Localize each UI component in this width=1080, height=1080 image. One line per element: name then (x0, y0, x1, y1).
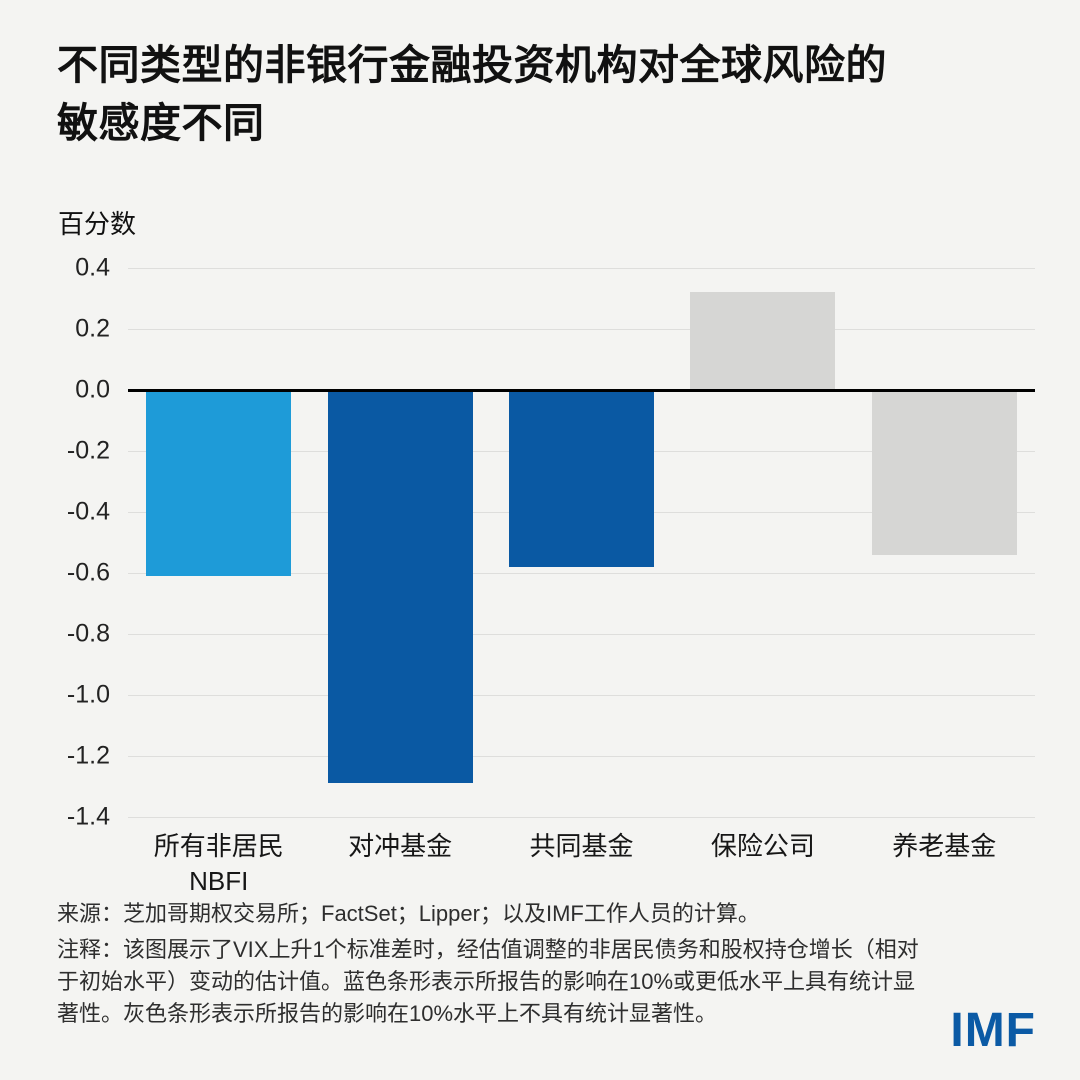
y-tick-label: 0.0 (75, 375, 110, 404)
y-tick-label: 0.2 (75, 314, 110, 343)
y-tick-label: -1.4 (66, 802, 110, 831)
source-text: 来源：芝加哥期权交易所；FactSet；Lipper；以及IMF工作人员的计算。 (57, 901, 760, 926)
bar-3 (508, 390, 655, 567)
x-category-label: 保险公司 (710, 831, 815, 861)
y-tick-label: -0.6 (66, 558, 110, 587)
footer: 来源：芝加哥期权交易所；FactSet；Lipper；以及IMF工作人员的计算。… (57, 898, 937, 1030)
y-tick-label: -1.2 (66, 741, 110, 770)
bar-chart-plot-area (128, 268, 1035, 818)
y-tick-label: -1.0 (66, 680, 110, 709)
gridline (128, 817, 1035, 818)
y-tick-label: -0.4 (66, 497, 110, 526)
gridline (128, 634, 1035, 635)
imf-logo: IMF (950, 1004, 1036, 1057)
y-tick-label: 0.4 (75, 253, 110, 282)
bar-5 (871, 390, 1017, 555)
gridline (128, 695, 1035, 696)
x-category-label: 共同基金 (529, 831, 634, 861)
y-axis-tick-labels: 0.4 0.2 0.0 -0.2 -0.4 -0.6 -0.8 -1.0 -1.2 -1.4 (30, 254, 110, 831)
x-category-label: 所有非居民 NBFI (153, 831, 284, 897)
bar-4 (690, 292, 836, 390)
bar-2 (327, 390, 473, 784)
gridline (128, 756, 1035, 757)
gridline (128, 573, 1035, 574)
page-title: 不同类型的非银行金融投资机构对全球风险的 敏感度不同 (57, 42, 887, 147)
x-category-label: 养老基金 (892, 831, 997, 861)
y-tick-label: -0.8 (66, 619, 110, 648)
bar-1 (146, 390, 292, 577)
zero-baseline (128, 389, 1035, 392)
y-tick-label: -0.2 (66, 436, 110, 465)
note-text: 注释：该图展示了VIX上升1个标准差时，经估值调整的非居民债务和股权持仓增长（相… (57, 936, 919, 1026)
y-axis-unit-label: 百分数 (58, 209, 137, 239)
gridline (128, 329, 1035, 330)
gridline (128, 268, 1035, 269)
x-category-label: 对冲基金 (348, 831, 453, 861)
x-axis-category-labels: 所有非居民 NBFI 对冲基金 共同基金 保险公司 养老基金 (128, 829, 1035, 909)
